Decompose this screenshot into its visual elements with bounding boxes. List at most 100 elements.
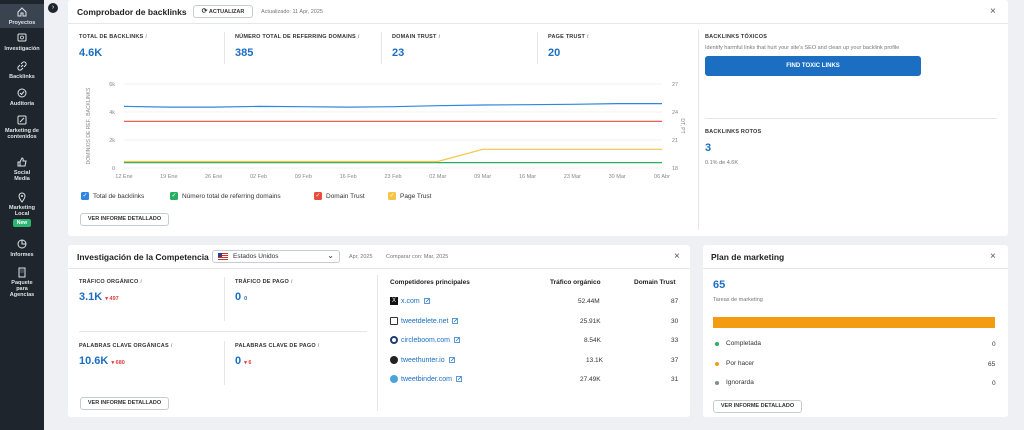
column-divider [377,275,378,411]
building-icon [18,267,26,278]
competitor-dt: 33 [671,337,679,344]
paid-keywords-value[interactable]: 0 ▾ 6 [235,355,252,367]
metric-divider [224,277,225,321]
paid-traffic-label: TRÁFICO DE PAGO i [235,279,293,285]
sidebar-item-label: Informes [10,252,34,258]
competitor-dt: 87 [671,298,679,305]
toxic-backlinks-label: BACKLINKS TÓXICOS [705,34,768,40]
external-link-icon [423,298,430,304]
competitor-link[interactable]: tweetbinder.com [390,375,462,383]
sidebar-item-backlinks[interactable]: Backlinks [0,60,44,82]
x-tick-label: 12 Ene [115,174,132,180]
competition-date: Apr, 2025 [349,254,373,260]
sidebar-item-social-media[interactable]: Social Media [0,156,44,184]
competitor-dt: 31 [671,376,679,383]
sidebar-item-auditoria[interactable]: Auditoría [0,87,44,109]
plan-title: Plan de marketing [711,252,785,262]
header-divider [703,268,1008,269]
competitor-dt: 30 [671,318,679,325]
x-tick-label: 23 Mar [564,174,581,180]
close-icon[interactable]: × [674,251,680,262]
legend-referring-domains[interactable]: ✓ Número total de referring domains [170,192,281,200]
sidebar: Proyectos Investigación Backlinks Audito… [0,0,44,430]
plan-count: 65 [988,361,996,368]
x-tick-label: 02 Mar [429,174,446,180]
plan-progress-bar [713,317,995,328]
status-dot-icon [715,380,719,385]
sidebar-item-label: Paquete para Agencias [9,280,35,298]
sidebar-item-label: Proyectos [8,20,36,26]
external-link-icon [448,357,455,363]
circle-logo-icon [390,336,398,344]
competition-compare[interactable]: Comparar con: Mar, 2025 [386,254,449,260]
metric-value-page-trust[interactable]: 20 [548,47,561,59]
organic-keywords-value[interactable]: 10.6K ▾ 680 [79,355,125,367]
info-icon: i [317,343,320,349]
competitor-link[interactable]: tweetdelete.net [390,317,459,325]
chevron-down-icon: ⌄ [327,251,334,260]
edit-icon [17,115,27,125]
series-line-total-de-backlinks [123,103,662,108]
legend-page-trust[interactable]: ✓ Page Trust [388,192,432,200]
refresh-icon: ⟳ [201,8,208,15]
backlinks-title: Comprobador de backlinks [77,7,187,17]
backlinks-chart: 6k 27 4k 24 2k 21 0 18 12 Ene 19 Ene 26 Ene 02 Feb 0… [86,82,685,180]
header-divider [68,268,690,269]
close-icon[interactable]: × [990,251,996,262]
y-tick-right: 18 [672,166,678,172]
header-divider [68,23,1008,24]
checkbox-icon: ✓ [314,192,322,200]
detail-report-button[interactable]: VER INFORME DETALLADO [80,213,169,226]
table-header-dt: Domain Trust [634,279,676,286]
info-icon: i [140,279,143,285]
competitor-link[interactable]: tweethunter.io [390,356,455,364]
metric-value-domain-trust[interactable]: 23 [392,47,405,59]
external-link-icon [456,376,462,382]
thumbs-up-icon [17,157,27,167]
metric-value-referring-domains[interactable]: 385 [235,47,254,59]
legend-total-backlinks[interactable]: ✓ Total de backlinks [81,192,145,200]
right-divider [705,118,997,119]
x-tick-label: 30 Mar [609,174,626,180]
country-select[interactable]: Estados Unidos ⌄ [212,250,340,263]
detail-report-button[interactable]: VER INFORME DETALLADO [80,397,169,410]
update-button[interactable]: ⟳ ACTUALIZAR [193,5,253,18]
organic-traffic-value[interactable]: 3.1K ▾ 497 [79,291,119,303]
toxic-description: Identify harmful links that hurt your si… [705,45,900,51]
metrics-divider [79,331,367,332]
y-tick-left: 2k [109,138,115,144]
detail-report-button[interactable]: VER INFORME DETALLADO [713,400,802,413]
metric-divider [224,341,225,385]
sidebar-item-label: Social Media [13,170,31,182]
sidebar-item-investigacion[interactable]: Investigación [0,32,44,54]
sidebar-item-marketing-local[interactable]: Marketing Local New [0,191,44,231]
competitor-link[interactable]: circleboom.com [390,336,460,344]
chart-pie-icon [17,239,27,249]
competitor-link[interactable]: X x.com [390,297,430,305]
info-icon: i [587,34,589,40]
competitor-traffic: 25.91K [580,318,601,325]
external-link-icon [454,337,460,343]
expand-sidebar-button[interactable]: › [48,3,58,13]
sidebar-item-marketing-contenidos[interactable]: Marketing de contenidos [0,114,44,150]
legend-domain-trust[interactable]: ✓ Domain Trust [314,192,365,200]
broken-backlinks-value[interactable]: 3 [705,142,712,154]
checkbox-icon: ✓ [388,192,396,200]
status-dot-icon [715,341,719,346]
sidebar-item-proyectos[interactable]: Proyectos [0,4,44,28]
update-button-label: ACTUALIZAR [208,9,245,15]
plan-subtitle: Tareas de marketing [713,297,763,303]
sidebar-item-agencias[interactable]: Paquete para Agencias [0,266,44,302]
plan-value[interactable]: 65 [713,279,726,291]
backlinks-card: Comprobador de backlinks ⟳ ACTUALIZAR Ac… [68,0,1008,236]
close-icon[interactable]: × [990,6,996,17]
competitor-traffic: 8.54K [584,337,601,344]
find-toxic-links-button[interactable]: FIND TOXIC LINKS [705,56,921,76]
plan-row-ignorarda: Ignorarda [715,379,754,386]
metric-divider [381,32,382,64]
metric-value-total-backlinks[interactable]: 4.6K [79,47,103,59]
x-tick-label: 26 Ene [205,174,222,180]
sidebar-item-informes[interactable]: Informes [0,238,44,260]
x-tick-label: 19 Ene [160,174,177,180]
